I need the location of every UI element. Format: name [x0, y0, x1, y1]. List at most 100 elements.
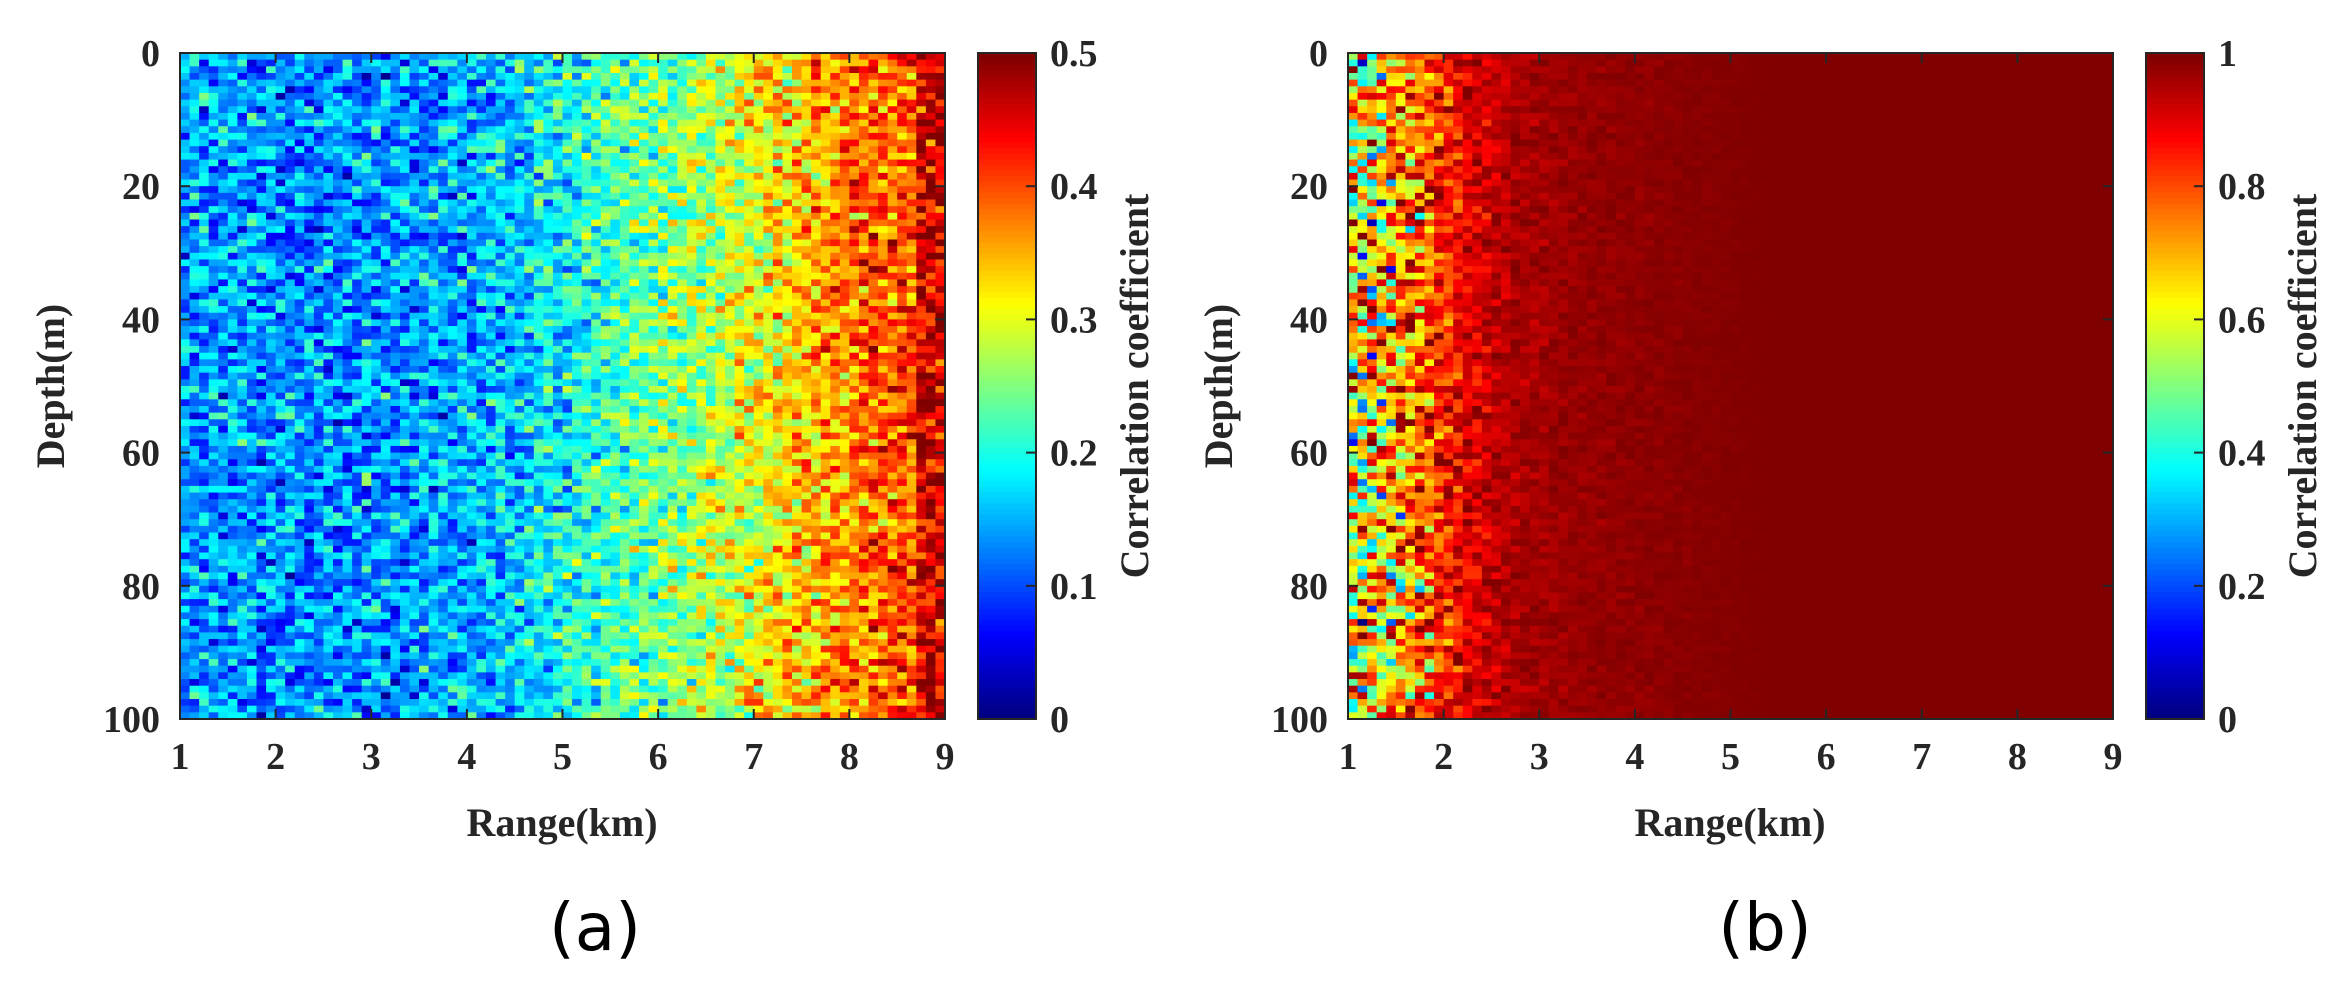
heatmap-cell-a	[399, 159, 411, 167]
heatmap-cell-a	[275, 239, 286, 247]
heatmap-cell-a	[648, 59, 659, 67]
heatmap-cell-a	[323, 86, 334, 94]
heatmap-cell-a	[725, 379, 736, 387]
heatmap-cell-a	[858, 172, 870, 181]
heatmap-cell-a	[447, 419, 458, 427]
heatmap-cell-a	[715, 99, 726, 107]
heatmap-cell-a	[725, 392, 736, 400]
heatmap-cell-a	[266, 419, 277, 427]
heatmap-cell-a	[533, 159, 544, 167]
heatmap-cell-a	[744, 366, 755, 374]
heatmap-cell-a	[705, 152, 717, 161]
heatmap-cell-a	[935, 459, 946, 467]
heatmap-cell-a	[734, 86, 745, 94]
heatmap-cell-a	[830, 399, 841, 407]
heatmap-cell-a	[610, 399, 621, 407]
heatmap-cell-a	[323, 186, 334, 194]
heatmap-cell-a	[801, 219, 812, 227]
heatmap-cell-a	[677, 412, 688, 420]
heatmap-cell-a	[562, 259, 573, 267]
heatmap-cell-a	[591, 66, 602, 74]
heatmap-cell-a	[199, 366, 210, 374]
heatmap-cell-a	[457, 266, 468, 274]
heatmap-cell-a	[878, 292, 889, 301]
heatmap-cell-a	[304, 192, 315, 201]
heatmap-cell-a	[648, 99, 659, 107]
heatmap-cell-a	[246, 299, 258, 307]
heatmap-cell-a	[677, 159, 688, 167]
heatmap-cell-a	[505, 246, 516, 254]
heatmap-cell-a	[658, 392, 669, 400]
heatmap-cell-a	[380, 279, 391, 287]
heatmap-cell-a	[333, 332, 344, 340]
heatmap-cell-a	[619, 152, 631, 161]
heatmap-cell-a	[887, 319, 898, 327]
heatmap-cell-a	[925, 452, 937, 460]
heatmap-cell-a	[486, 112, 497, 121]
heatmap-cell-a	[294, 206, 305, 214]
heatmap-cell-a	[371, 386, 382, 394]
heatmap-cell-a	[256, 126, 267, 134]
heatmap-cell-a	[619, 379, 631, 387]
heatmap-cell-a	[763, 92, 774, 101]
heatmap-cell-a	[744, 112, 755, 121]
heatmap-cell-a	[887, 459, 898, 467]
heatmap-cell-a	[285, 326, 296, 334]
heatmap-cell-a	[868, 312, 879, 320]
heatmap-cell-a	[180, 112, 191, 121]
heatmap-cell-a	[294, 412, 305, 420]
heatmap-cell-a	[256, 53, 267, 61]
heatmap-cell-a	[801, 172, 812, 181]
heatmap-cell-a	[906, 239, 917, 247]
heatmap-cell-a	[361, 272, 372, 281]
heatmap-cell-a	[667, 312, 678, 320]
heatmap-cell-a	[820, 186, 831, 194]
heatmap-cell-a	[667, 226, 678, 234]
heatmap-cell-a	[466, 66, 478, 74]
heatmap-cell-a	[897, 312, 908, 320]
heatmap-cell-a	[725, 232, 736, 241]
heatmap-cell-a	[399, 292, 411, 301]
heatmap-cell-a	[361, 199, 372, 207]
heatmap-cell-a	[199, 359, 210, 367]
heatmap-cell-a	[304, 386, 315, 394]
heatmap-cell-a	[763, 219, 774, 227]
heatmap-cell-a	[734, 219, 745, 227]
heatmap-cell-a	[715, 299, 726, 307]
heatmap-cell-a	[304, 372, 315, 380]
heatmap-cell-a	[849, 432, 860, 440]
heatmap-cell-a	[399, 299, 411, 307]
heatmap-cell-a	[897, 332, 908, 340]
heatmap-cell-a	[304, 59, 315, 67]
heatmap-cell-a	[887, 59, 898, 67]
heatmap-cell-a	[486, 86, 497, 94]
heatmap-cell-a	[447, 92, 458, 101]
heatmap-cell-a	[495, 179, 506, 187]
heatmap-cell-a	[677, 186, 688, 194]
heatmap-cell-a	[610, 445, 621, 454]
heatmap-cell-a	[715, 119, 726, 127]
heatmap-cell-a	[906, 219, 917, 227]
heatmap-cell-a	[419, 206, 430, 214]
heatmap-cell-a	[428, 232, 439, 241]
heatmap-cell-a	[600, 306, 611, 314]
heatmap-cell-a	[935, 226, 946, 234]
heatmap-cell-a	[514, 339, 525, 347]
heatmap-cell-a	[830, 72, 841, 81]
heatmap-cell-a	[830, 132, 841, 141]
heatmap-cell-a	[849, 425, 860, 434]
heatmap-cell-a	[294, 166, 305, 174]
heatmap-cell-a	[361, 112, 372, 121]
heatmap-cell-a	[868, 332, 879, 340]
heatmap-cell-a	[792, 66, 803, 74]
heatmap-cell-a	[839, 312, 850, 320]
heatmap-cell-a	[801, 392, 812, 400]
heatmap-cell-a	[868, 226, 879, 234]
heatmap-cell-a	[227, 346, 238, 354]
heatmap-cell-a	[313, 392, 325, 400]
heatmap-cell-a	[218, 299, 229, 307]
heatmap-cell-a	[371, 326, 382, 334]
heatmap-cell-a	[858, 306, 870, 314]
heatmap-cell-a	[524, 119, 535, 127]
heatmap-cell-a	[801, 66, 812, 74]
